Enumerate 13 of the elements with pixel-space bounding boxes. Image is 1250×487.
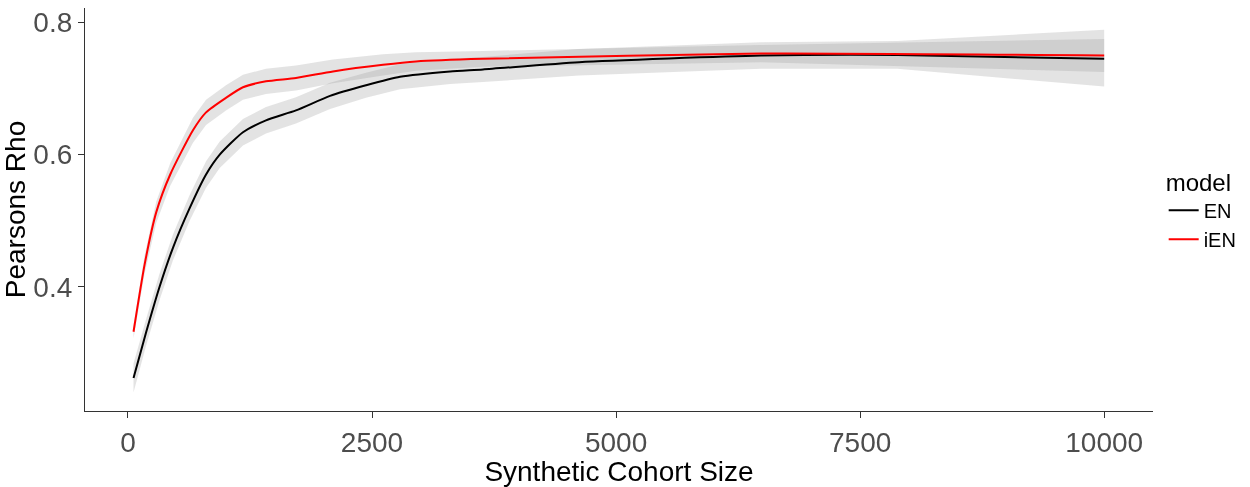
- x-tick-label: 0: [120, 426, 136, 458]
- legend-label: iEN: [1203, 229, 1236, 251]
- y-tick-label: 0.4: [33, 271, 73, 303]
- x-tick-label: 10000: [1065, 426, 1144, 458]
- x-axis-title: Synthetic Cohort Size: [484, 456, 754, 487]
- legend-label: EN: [1203, 200, 1232, 222]
- x-tick-label: 5000: [584, 426, 648, 458]
- y-tick-label: 0.8: [33, 7, 73, 39]
- y-tick-label: 0.6: [33, 139, 73, 171]
- x-tick-label: 2500: [340, 426, 404, 458]
- y-axis-title: Pearsons Rho: [0, 120, 31, 299]
- x-tick-label: 7500: [828, 426, 892, 458]
- legend-title: model: [1165, 168, 1232, 196]
